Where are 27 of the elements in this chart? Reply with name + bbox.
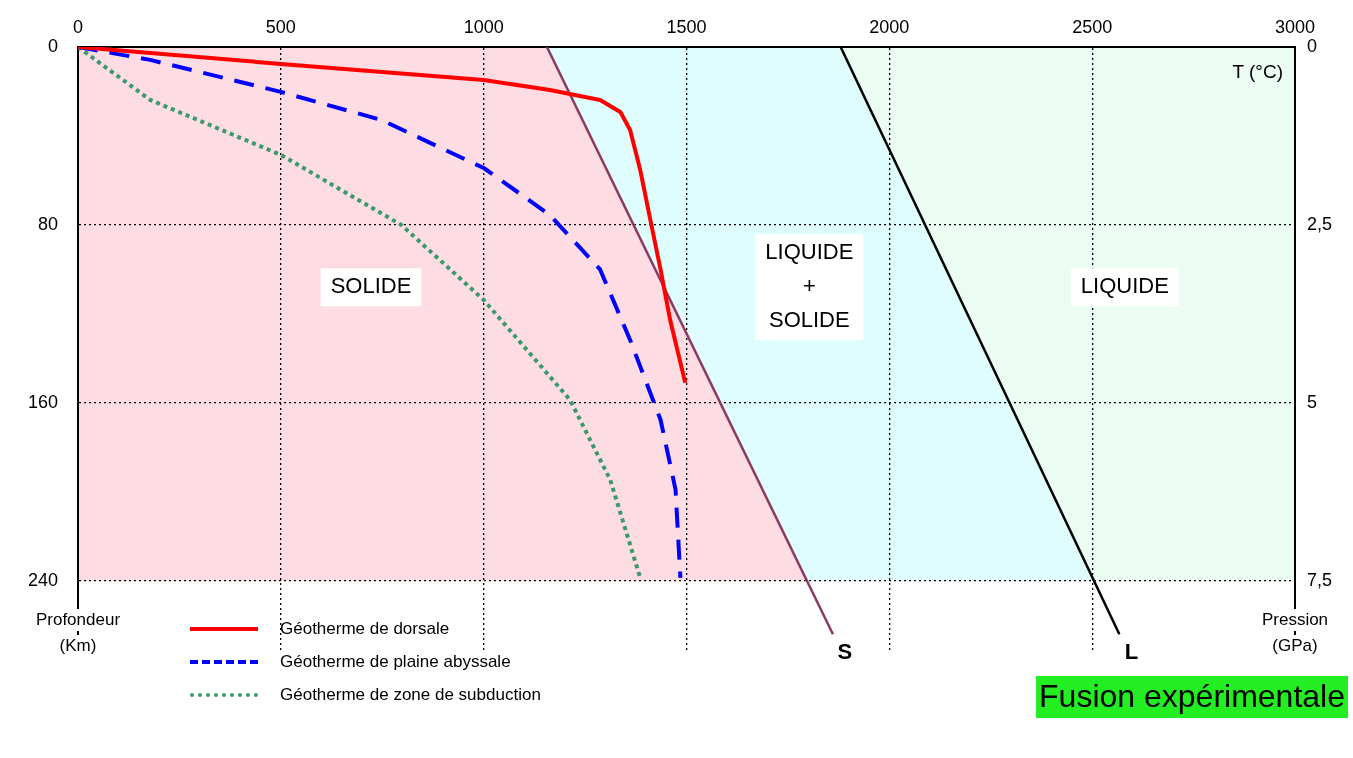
x-tick-label: 1500: [666, 17, 707, 38]
y-tick-label: 0: [47, 35, 58, 56]
x-tick-label: 3000: [1274, 17, 1316, 38]
annotation: SOLIDE: [330, 273, 412, 299]
annotation: L: [1124, 639, 1139, 665]
legend-label: Géotherme de dorsale: [280, 618, 450, 639]
x-tick-label: 0: [72, 17, 84, 38]
y-tick-label: 80: [37, 213, 58, 234]
text: Fusion expérimentale: [1039, 677, 1345, 714]
x-tick-label: 1000: [463, 17, 504, 38]
x-tick-label: 500: [265, 17, 296, 38]
y2-tick-label: 5: [1307, 391, 1318, 412]
x-axis-title: T (°C): [1232, 61, 1283, 83]
annotation: S: [837, 639, 853, 665]
y-tick-label: 160: [27, 391, 58, 412]
y2-tick-label: 0: [1307, 35, 1318, 56]
y-tick-label: 240: [27, 569, 58, 590]
legend-label: Géotherme de zone de subduction: [280, 684, 541, 705]
x-tick-label: 2000: [869, 17, 910, 38]
y2-axis-title: Pression (GPa): [1261, 609, 1329, 655]
legend-label: Géotherme de plaine abyssale: [280, 651, 511, 672]
annotation: LIQUIDE + SOLIDE: [765, 239, 854, 333]
y2-tick-label: 7,5: [1307, 569, 1333, 590]
y-axis-title: Profondeur (Km): [35, 609, 121, 655]
y2-tick-label: 2,5: [1307, 213, 1333, 234]
x-tick-label: 2500: [1072, 17, 1113, 38]
annotation: LIQUIDE: [1080, 273, 1169, 299]
